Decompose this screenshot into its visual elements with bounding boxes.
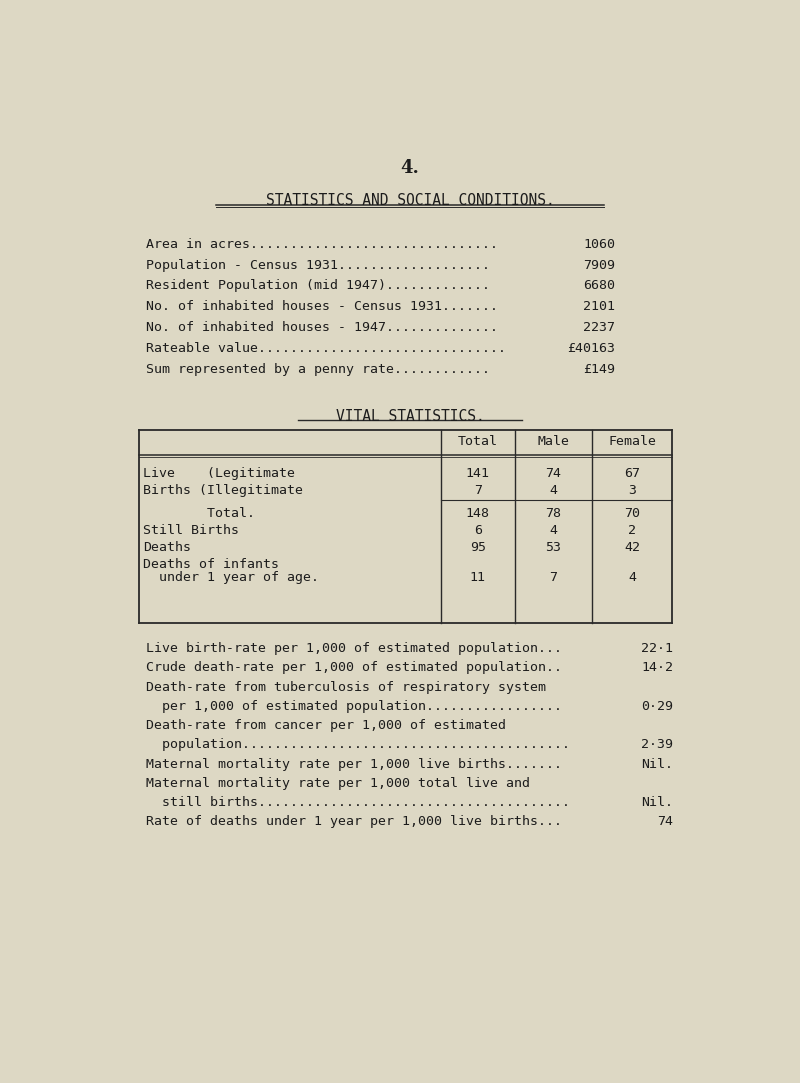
Text: Live    (Legitimate: Live (Legitimate	[143, 467, 295, 480]
Text: Death-rate from cancer per 1,000 of estimated: Death-rate from cancer per 1,000 of esti…	[146, 719, 506, 732]
Text: Total.: Total.	[143, 507, 255, 520]
Text: 7: 7	[550, 571, 558, 584]
Text: No. of inhabited houses - 1947..............: No. of inhabited houses - 1947..........…	[146, 321, 498, 334]
Text: population.........................................: population..............................…	[146, 739, 570, 752]
Text: Maternal mortality rate per 1,000 live births.......: Maternal mortality rate per 1,000 live b…	[146, 757, 562, 770]
Text: 70: 70	[624, 507, 640, 520]
Text: 2101: 2101	[583, 300, 615, 313]
Text: Total: Total	[458, 435, 498, 448]
Text: 74: 74	[546, 467, 562, 480]
Text: 74: 74	[658, 815, 674, 828]
Text: Births (Illegitimate: Births (Illegitimate	[143, 484, 303, 497]
Text: 78: 78	[546, 507, 562, 520]
Text: Nil.: Nil.	[642, 796, 674, 809]
Text: 6: 6	[474, 524, 482, 537]
Text: 141: 141	[466, 467, 490, 480]
Text: Sum represented by a penny rate............: Sum represented by a penny rate.........…	[146, 363, 490, 376]
Text: 2·39: 2·39	[642, 739, 674, 752]
Text: 6680: 6680	[583, 279, 615, 292]
Text: Death-rate from tuberculosis of respiratory system: Death-rate from tuberculosis of respirat…	[146, 680, 546, 693]
Text: 1060: 1060	[583, 238, 615, 251]
Text: Deaths: Deaths	[143, 542, 191, 554]
Text: 4: 4	[550, 524, 558, 537]
Text: 67: 67	[624, 467, 640, 480]
Text: 7909: 7909	[583, 259, 615, 272]
Text: Resident Population (mid 1947).............: Resident Population (mid 1947)..........…	[146, 279, 490, 292]
Text: 148: 148	[466, 507, 490, 520]
Text: 0·29: 0·29	[642, 700, 674, 713]
Text: still births.......................................: still births............................…	[146, 796, 570, 809]
Text: per 1,000 of estimated population.................: per 1,000 of estimated population.......…	[146, 700, 562, 713]
Text: 95: 95	[470, 542, 486, 554]
Text: Rate of deaths under 1 year per 1,000 live births...: Rate of deaths under 1 year per 1,000 li…	[146, 815, 562, 828]
Text: 4.: 4.	[401, 159, 419, 178]
Text: Rateable value...............................: Rateable value..........................…	[146, 342, 506, 355]
Text: Still Births: Still Births	[143, 524, 239, 537]
Text: Crude death-rate per 1,000 of estimated population..: Crude death-rate per 1,000 of estimated …	[146, 662, 562, 675]
Text: 53: 53	[546, 542, 562, 554]
Text: Live birth-rate per 1,000 of estimated population...: Live birth-rate per 1,000 of estimated p…	[146, 642, 562, 655]
Text: VITAL STATISTICS.: VITAL STATISTICS.	[336, 408, 484, 423]
Text: 11: 11	[470, 571, 486, 584]
Text: STATISTICS AND SOCIAL CONDITIONS.: STATISTICS AND SOCIAL CONDITIONS.	[266, 193, 554, 208]
Text: Population - Census 1931...................: Population - Census 1931................…	[146, 259, 490, 272]
Text: under 1 year of age.: under 1 year of age.	[143, 571, 319, 584]
Text: Female: Female	[608, 435, 656, 448]
Text: Nil.: Nil.	[642, 757, 674, 770]
Text: No. of inhabited houses - Census 1931.......: No. of inhabited houses - Census 1931...…	[146, 300, 498, 313]
Text: 3: 3	[628, 484, 636, 497]
Text: 4: 4	[628, 571, 636, 584]
Text: 4: 4	[550, 484, 558, 497]
Text: £149: £149	[583, 363, 615, 376]
Text: 2237: 2237	[583, 321, 615, 334]
Text: Maternal mortality rate per 1,000 total live and: Maternal mortality rate per 1,000 total …	[146, 777, 530, 790]
Text: 22·1: 22·1	[642, 642, 674, 655]
Text: 2: 2	[628, 524, 636, 537]
Text: 42: 42	[624, 542, 640, 554]
Text: Area in acres...............................: Area in acres...........................…	[146, 238, 498, 251]
Text: £40163: £40163	[567, 342, 615, 355]
Text: 14·2: 14·2	[642, 662, 674, 675]
Text: Male: Male	[538, 435, 570, 448]
Text: Deaths of infants: Deaths of infants	[143, 558, 279, 571]
Text: 7: 7	[474, 484, 482, 497]
